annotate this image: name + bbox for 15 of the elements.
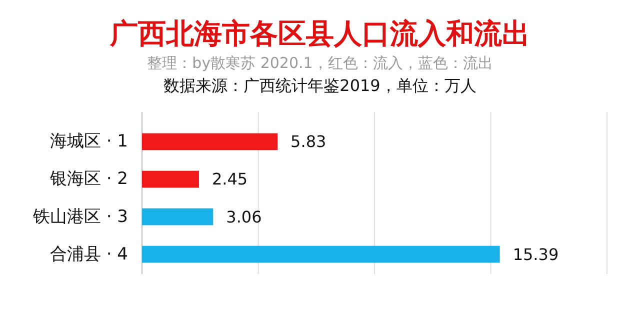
bar [142, 246, 500, 263]
y-tick-label: 海城区 · 1 [50, 132, 128, 152]
chart-title: 广西北海市各区县人口流入和流出 [109, 17, 530, 50]
bar [142, 208, 214, 226]
y-tick-label: 银海区 · 2 [48, 169, 128, 190]
chart-subtitle: 整理：by散寒苏 2020.1，红色：流入，蓝色：流出 [147, 54, 493, 72]
y-tick-label: 铁山港区 · 3 [32, 206, 128, 227]
bar [142, 133, 278, 150]
source-note: 数据来源：广西统计年鉴2019，单位：万人 [164, 76, 476, 95]
data-label: 5.83 [290, 132, 326, 152]
y-tick-label: 合浦县 · 4 [50, 244, 128, 264]
data-label: 2.45 [212, 170, 248, 189]
bar [142, 170, 199, 188]
data-label: 15.39 [512, 244, 559, 264]
data-label: 3.06 [226, 207, 262, 226]
